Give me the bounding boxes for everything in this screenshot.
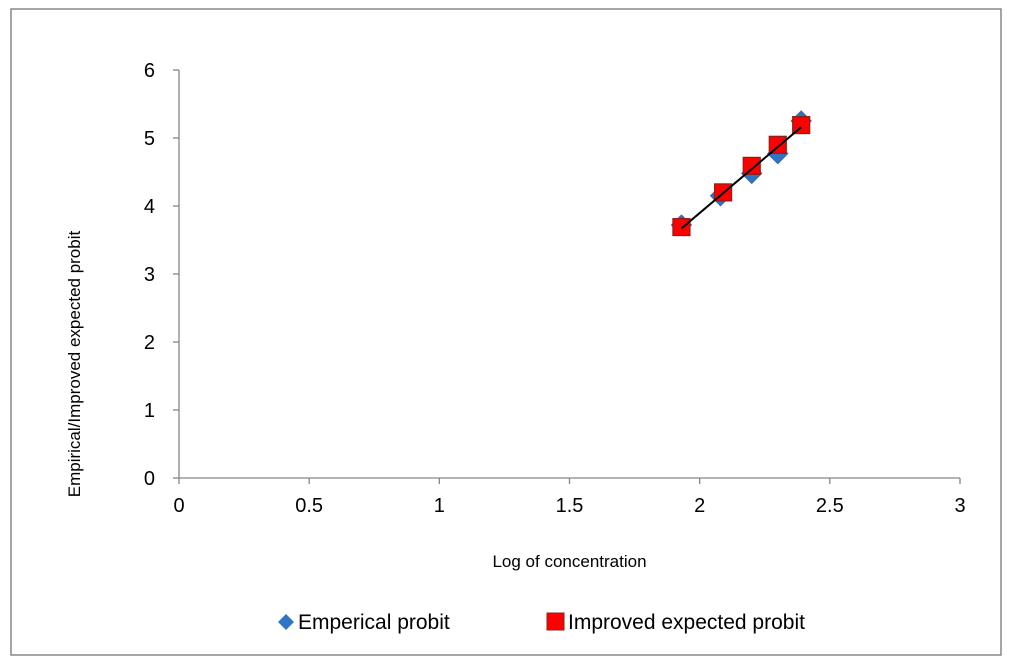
trendline bbox=[680, 126, 802, 230]
legend-label-emperical-probit: Emperical probit bbox=[298, 611, 450, 634]
y-tick-label: 5 bbox=[144, 128, 155, 150]
legend-label-improved-expected-probit: Improved expected probit bbox=[568, 611, 805, 634]
y-tick-label: 3 bbox=[144, 264, 155, 286]
point-improved-expected-probit bbox=[792, 115, 811, 135]
chart-border bbox=[10, 8, 1002, 656]
x-tick-label: 2.5 bbox=[816, 495, 844, 517]
x-tick-label: 2 bbox=[694, 495, 705, 517]
y-ticks: 0 1 2 3 4 5 6 bbox=[144, 60, 179, 490]
y-tick-label: 2 bbox=[144, 332, 155, 354]
x-tick-label: 3 bbox=[954, 495, 965, 517]
legend-marker-improved-expected-probit bbox=[546, 612, 565, 631]
x-ticks: 0 0.5 1 1.5 2 2.5 3 bbox=[173, 478, 966, 517]
trendline-layer bbox=[680, 126, 802, 230]
point-improved-expected-probit bbox=[768, 135, 787, 154]
point-improved-expected-probit bbox=[672, 217, 691, 237]
x-tick-label: 1.5 bbox=[556, 495, 584, 517]
x-tick-label: 1 bbox=[434, 495, 445, 517]
legend: Emperical probit Improved expected probi… bbox=[278, 611, 805, 634]
legend-marker-emperical-probit bbox=[278, 614, 294, 630]
point-improved-expected-probit bbox=[742, 156, 761, 175]
x-axis-title: Log of concentration bbox=[492, 552, 646, 571]
y-axis-title: Empirical/Improved expected probit bbox=[65, 231, 84, 498]
y-tick-label: 6 bbox=[144, 60, 155, 82]
data-points bbox=[670, 110, 812, 237]
x-tick-label: 0.5 bbox=[295, 495, 323, 517]
x-tick-label: 0 bbox=[173, 495, 184, 517]
y-tick-label: 0 bbox=[144, 468, 155, 490]
y-tick-label: 1 bbox=[144, 400, 155, 422]
y-tick-label: 4 bbox=[144, 196, 155, 218]
